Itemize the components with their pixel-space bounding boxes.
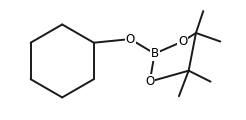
Text: O: O	[145, 75, 154, 88]
Text: O: O	[126, 33, 135, 46]
Text: O: O	[178, 35, 187, 48]
Text: B: B	[151, 47, 159, 60]
